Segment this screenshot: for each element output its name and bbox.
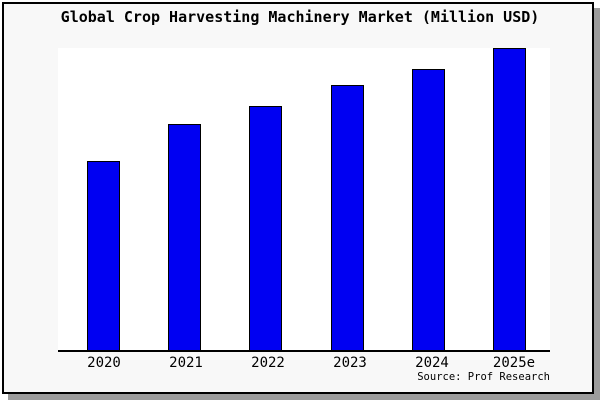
- bars-container: [58, 48, 550, 350]
- bar-column: [63, 48, 144, 350]
- chart-title: Global Crop Harvesting Machinery Market …: [60, 8, 540, 26]
- plot-area: [58, 48, 550, 352]
- x-tick-label: 2022: [251, 355, 285, 371]
- bar-2025e: [492, 48, 526, 350]
- bar-column: [144, 48, 225, 350]
- source-credit: Source: Prof Research: [417, 371, 550, 383]
- bar-column: [225, 48, 306, 350]
- bar-column: [388, 48, 469, 350]
- x-tick-label: 2020: [87, 355, 121, 371]
- x-axis-labels: 2020 2021 2022 2023 2024 2025e: [58, 355, 555, 371]
- bar-2024: [411, 69, 445, 350]
- x-tick-label: 2021: [169, 355, 203, 371]
- bar-2022: [249, 105, 283, 350]
- bar-2021: [168, 124, 202, 350]
- x-tick-label: 2025e: [492, 355, 536, 371]
- bar-column: [307, 48, 388, 350]
- x-tick-label: 2024: [415, 355, 449, 371]
- x-tick-label: 2023: [333, 355, 367, 371]
- bar-2020: [87, 161, 121, 350]
- bar-column: [469, 48, 550, 350]
- bar-2023: [330, 85, 364, 350]
